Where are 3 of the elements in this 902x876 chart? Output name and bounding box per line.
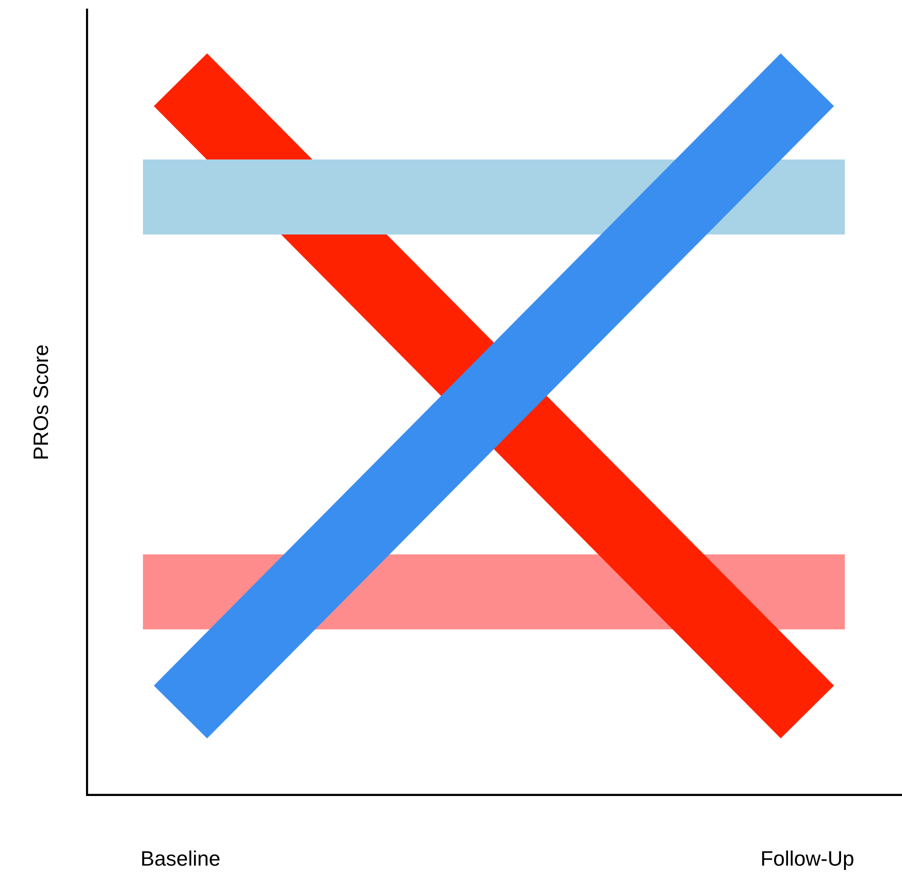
x-tick-label: Baseline bbox=[142, 850, 220, 866]
y-axis-title: PROs Score bbox=[33, 345, 48, 458]
x-tick-label: Follow-Up bbox=[762, 850, 854, 870]
